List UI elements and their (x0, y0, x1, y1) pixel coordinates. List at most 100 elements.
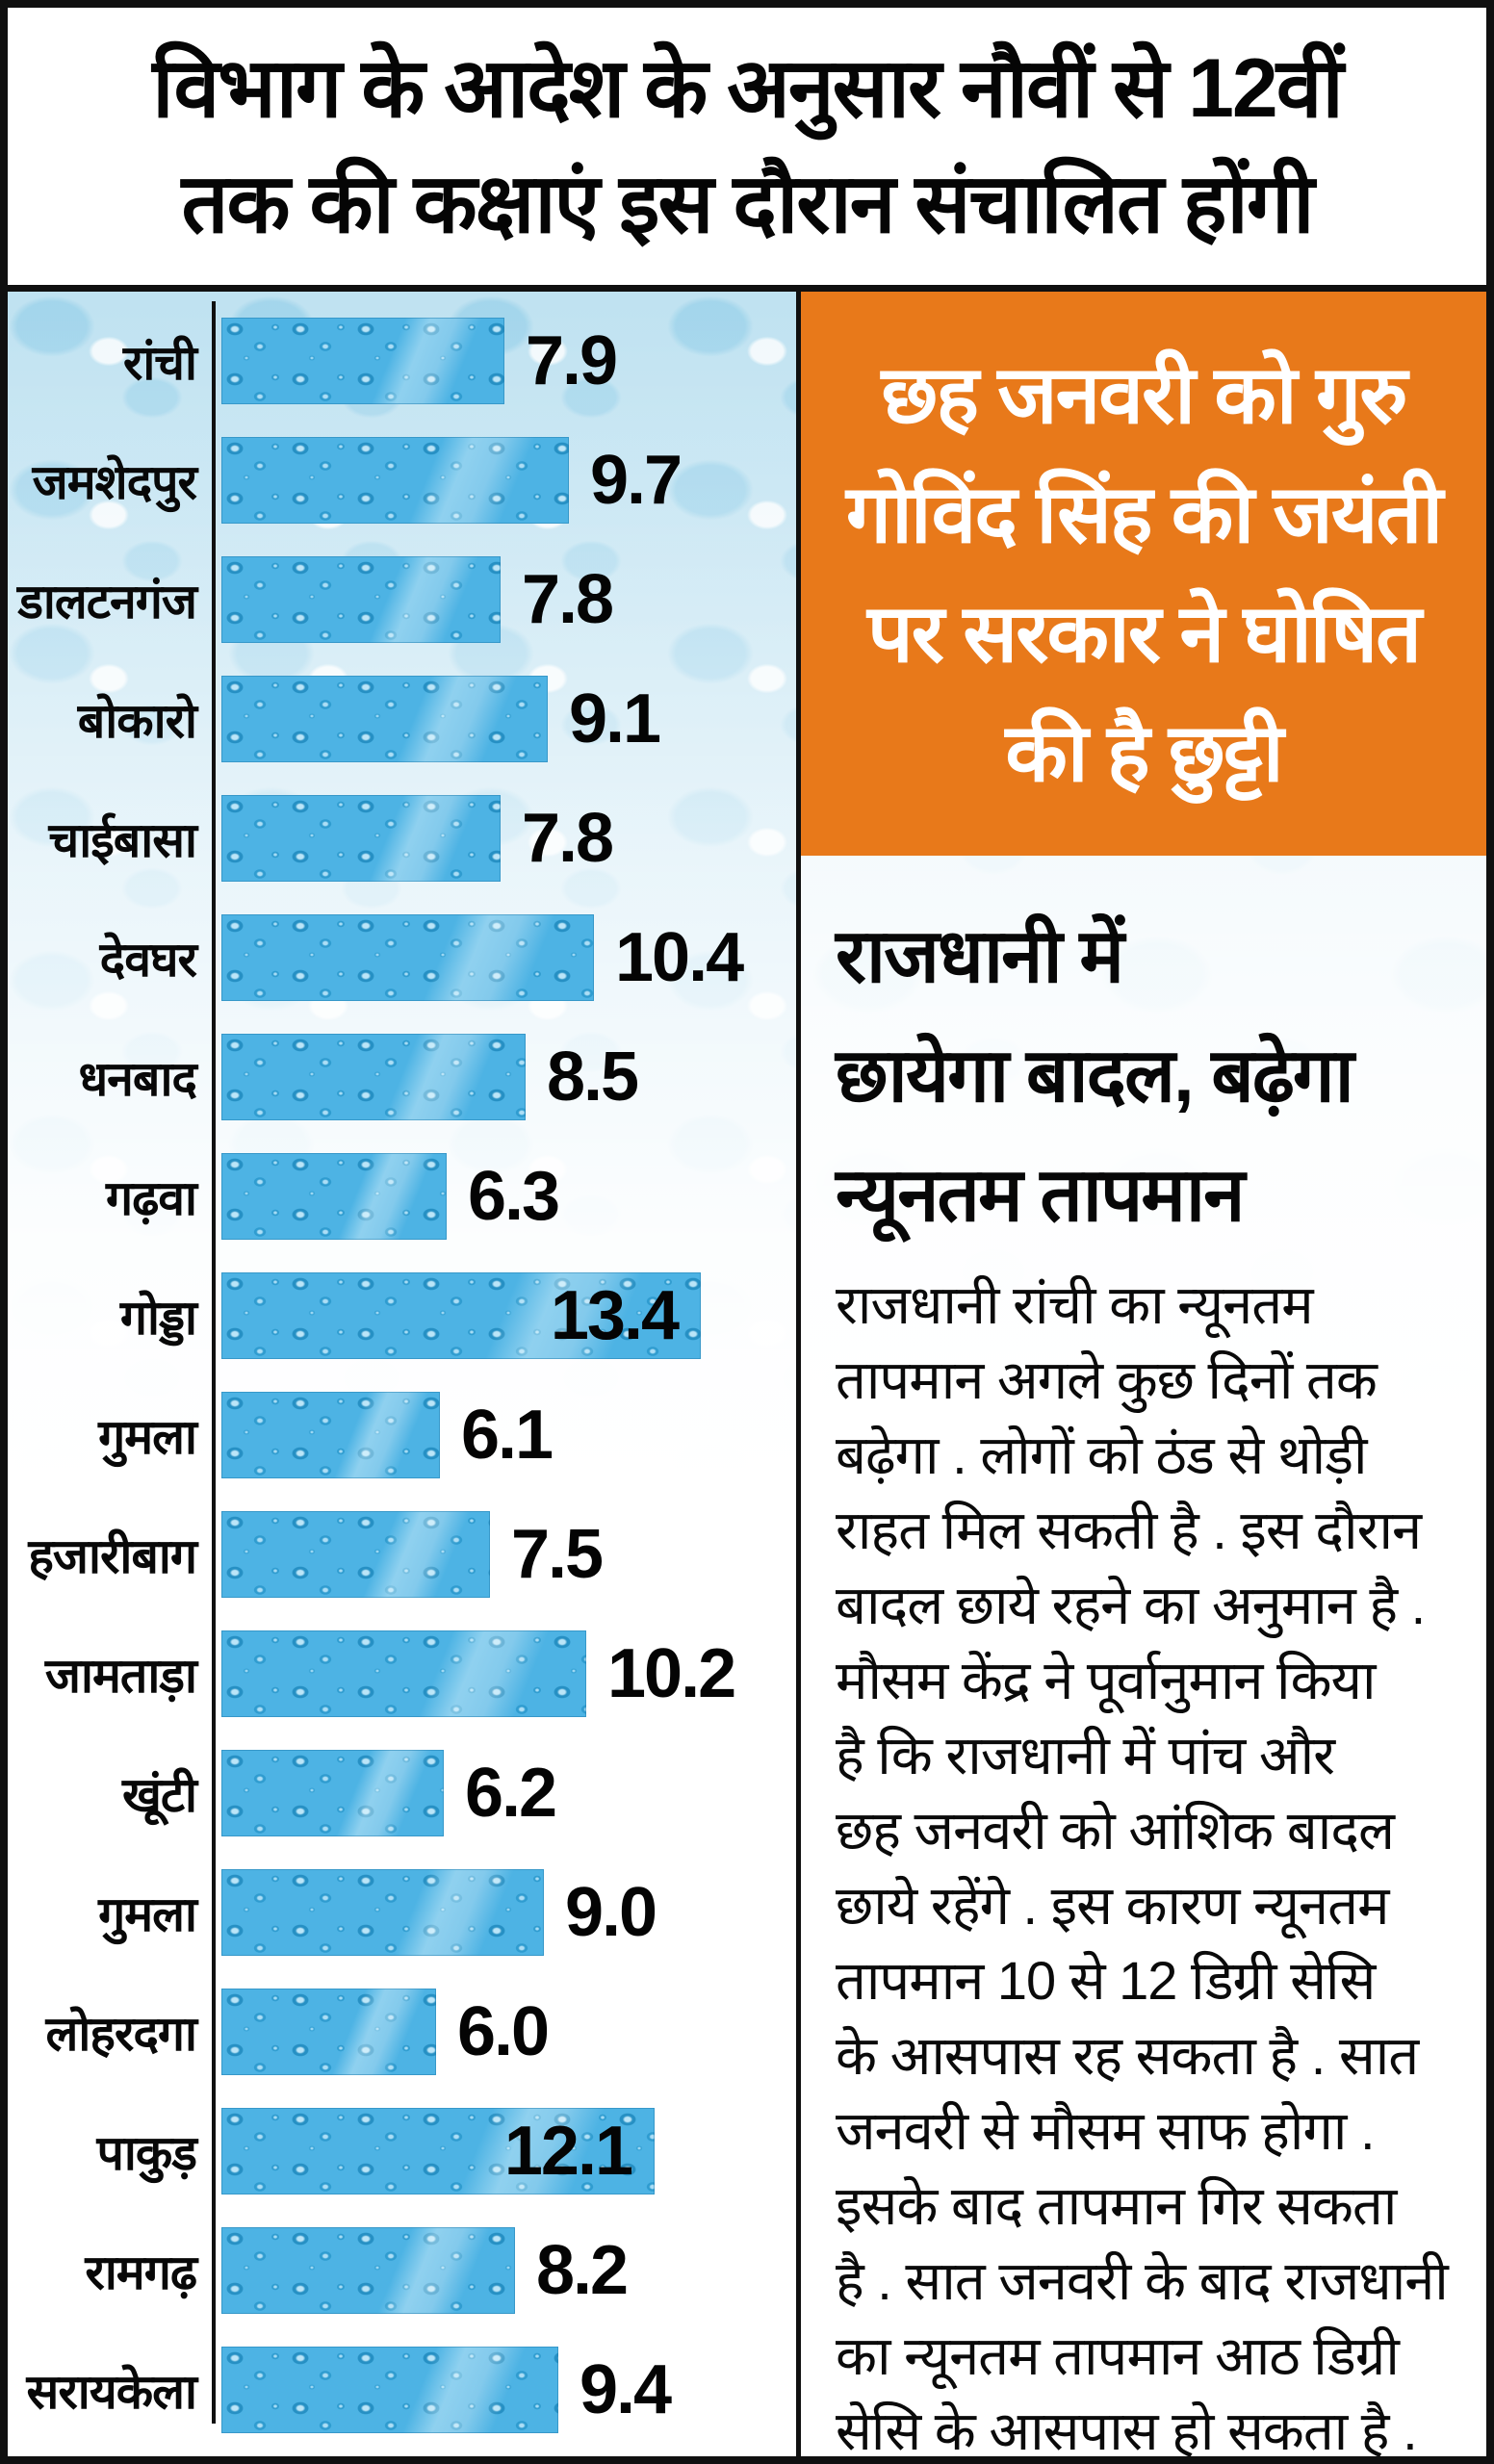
temperature-value: 9.0 (565, 1874, 657, 1951)
weather-body-line: राजधानी रांची का न्यूनतम (836, 1274, 1314, 1335)
weather-body-text: राजधानी रांची का न्यूनतम तापमान अगले कुछ … (836, 1268, 1461, 2461)
weather-body-line: राहत मिल सकती है . इस दौरान (836, 1500, 1422, 1560)
city-label: डालटनगंज (17, 575, 197, 629)
weather-headline-line: राजधानी में (836, 913, 1124, 998)
temperature-value: 9.4 (580, 2351, 672, 2428)
weather-body-line: जनवरी से मौसम साफ होगा . (836, 2100, 1376, 2161)
chart-row: गुमला 6.1 (8, 1375, 796, 1495)
chart-row: गोड्डा 13.4 (8, 1256, 796, 1375)
chart-row: पाकुड़ 12.1 (8, 2092, 796, 2211)
temperature-value: 10.4 (615, 919, 744, 996)
city-label: हजारीबाग (28, 1529, 197, 1583)
city-label: जामताड़ा (44, 1649, 197, 1703)
temperature-bar (221, 1034, 526, 1120)
chart-row: गुमला 9.0 (8, 1853, 796, 1972)
chart-row: रांची 7.9 (8, 301, 796, 421)
weather-body-line: तापमान अगले कुछ दिनों तक (836, 1349, 1378, 1410)
city-label: गोड्डा (119, 1291, 197, 1345)
holiday-notice-line: पर सरकार ने घोषित (866, 588, 1422, 679)
temperature-value: 6.2 (465, 1755, 557, 1832)
temperature-bar (221, 1630, 586, 1717)
chart-row: जामताड़ा 10.2 (8, 1614, 796, 1733)
temperature-value: 6.0 (457, 1993, 550, 2070)
chart-row: जमशेदपुर 9.7 (8, 421, 796, 540)
city-label: पाकुड़ (96, 2126, 198, 2180)
city-label: गुमला (98, 1887, 197, 1941)
temperature-bar (221, 914, 594, 1001)
weather-body-line: का न्यूनतम तापमान आठ डिग्री (836, 2325, 1400, 2386)
city-label: सरायकेला (26, 2365, 197, 2419)
weather-body-line: इसके बाद तापमान गिर सकता (836, 2175, 1397, 2236)
chart-rows: रांची 7.9 जमशेदपुर 9.7 डालटनगंज 7.8 बोकारो 9.1 च… (8, 292, 796, 2456)
city-label: गढ़वा (105, 1171, 197, 1225)
temperature-value: 6.1 (461, 1397, 554, 1474)
city-label: रांची (122, 336, 197, 390)
temperature-value: 9.1 (569, 680, 661, 757)
temperature-bar (221, 676, 548, 762)
temperature-bar (221, 1511, 490, 1598)
city-label: खूंटी (121, 1768, 197, 1822)
weather-body-line: सेसि के आसपास हो सकता है . (836, 2400, 1418, 2461)
weather-headline-line: छायेगा बादल, बढ़ेगा (836, 1033, 1354, 1117)
holiday-notice-line: छह जनवरी को गुरु (881, 349, 1407, 440)
chart-row: लोहरदगा 6.0 (8, 1972, 796, 2092)
temperature-value: 9.7 (590, 442, 683, 519)
weather-body-line: छाये रहेंगे . इस कारण न्यूनतम (836, 1875, 1390, 1936)
temperature-bar (221, 1392, 440, 1478)
weather-body-line: है . सात जनवरी के बाद राजधानी (836, 2250, 1449, 2311)
weather-body-line: बढ़ेगा . लोगों को ठंड से थोड़ी (836, 1424, 1368, 1485)
temperature-value: 7.5 (511, 1516, 604, 1593)
chart-row: बोकारो 9.1 (8, 659, 796, 779)
min-temperature-bar-chart: रांची 7.9 जमशेदपुर 9.7 डालटनगंज 7.8 बोकारो 9.1 च… (8, 292, 796, 2456)
right-column: छह जनवरी को गुरु गोविंद सिंह की जयंती पर स… (796, 292, 1486, 2456)
weather-body-line: बादल छाये रहने का अनुमान है . (836, 1575, 1426, 1635)
temperature-bar: 13.4 (221, 1272, 701, 1359)
weather-body-line: तापमान 10 से 12 डिग्री सेसि (836, 1950, 1376, 2011)
city-label: धनबाद (78, 1052, 197, 1106)
chart-row: देवघर 10.4 (8, 898, 796, 1017)
temperature-bar (221, 556, 501, 643)
weather-body-line: छह जनवरी को आंशिक बादल (836, 1800, 1395, 1861)
page-title-line2: तक की कक्षाएं इस दौरान संचालित होंगी (181, 158, 1314, 250)
temperature-bar (221, 437, 569, 524)
temperature-value: 7.8 (522, 800, 614, 877)
weather-body-line: मौसम केंद्र ने पूर्वानुमान किया (836, 1650, 1377, 1710)
temperature-bar (221, 1153, 447, 1240)
temperature-bar: 12.1 (221, 2108, 655, 2194)
chart-row: सरायकेला 9.4 (8, 2330, 796, 2450)
temperature-value: 6.3 (468, 1158, 560, 1235)
temperature-bar (221, 2227, 515, 2314)
temperature-bar (221, 1750, 444, 1836)
holiday-notice-line: की है छुट्टी (1005, 707, 1283, 798)
chart-row: रामगढ़ 8.2 (8, 2211, 796, 2330)
weather-body-line: है कि राजधानी में पांच और (836, 1725, 1335, 1785)
city-label: लोहरदगा (45, 2007, 198, 2061)
temperature-bar (221, 1989, 436, 2075)
chart-axis-line (212, 301, 216, 2424)
temperature-value: 8.5 (547, 1039, 639, 1116)
temperature-bar (221, 2347, 558, 2433)
temperature-value: 7.8 (522, 561, 614, 638)
chart-row: डालटनगंज 7.8 (8, 540, 796, 659)
weather-headline-line: न्यूनतम तापमान (836, 1152, 1245, 1237)
city-label: रामगढ़ (85, 2246, 197, 2299)
temperature-value: 10.2 (607, 1635, 736, 1712)
temperature-bar (221, 1869, 544, 1956)
city-label: बोकारो (77, 694, 197, 748)
temperature-value: 12.1 (503, 2113, 633, 2190)
temperature-value: 8.2 (536, 2232, 629, 2309)
temperature-value: 13.4 (550, 1277, 680, 1354)
holiday-notice-line: गोविंद सिंह की जयंती (845, 469, 1443, 559)
city-label: देवघर (99, 933, 197, 987)
city-label: जमशेदपुर (32, 455, 197, 509)
city-label: गुमला (98, 1410, 197, 1464)
weather-body-line: के आसपास रह सकता है . सात (836, 2025, 1419, 2086)
temperature-bar (221, 318, 504, 404)
chart-row: गढ़वा 6.3 (8, 1137, 796, 1256)
page-title-line1: विभाग के आदेश के अनुसार नौवीं से 12वीं (152, 42, 1344, 135)
temperature-value: 7.9 (526, 322, 618, 399)
content-area: रांची 7.9 जमशेदपुर 9.7 डालटनगंज 7.8 बोकारो 9.1 च… (8, 292, 1486, 2456)
chart-row: खूंटी 6.2 (8, 1733, 796, 1853)
holiday-notice-box: छह जनवरी को गुरु गोविंद सिंह की जयंती पर स… (801, 292, 1486, 856)
